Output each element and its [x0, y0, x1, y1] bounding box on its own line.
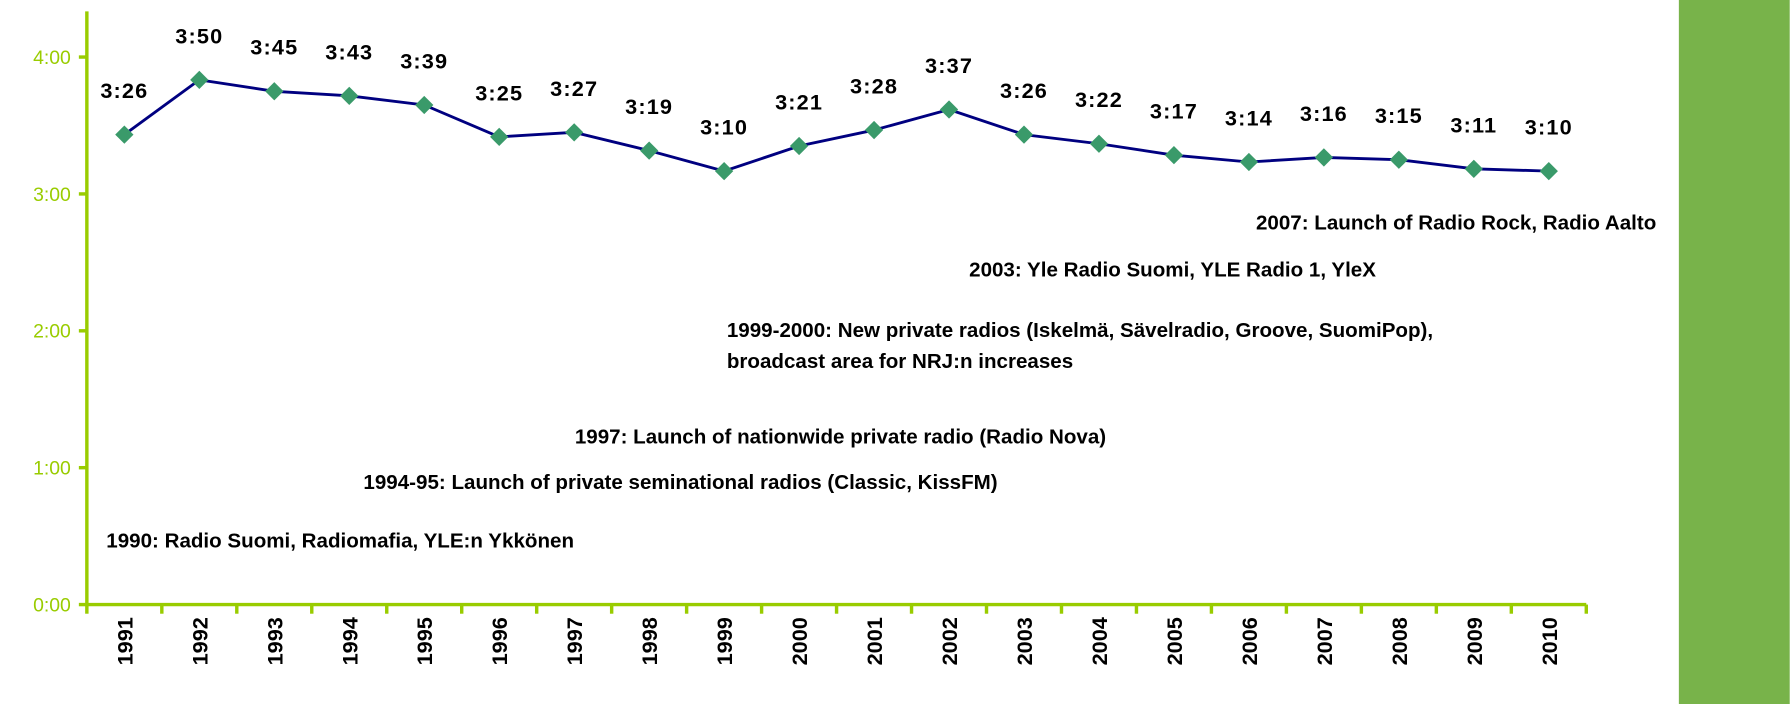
x-tick-label: 2001 [862, 617, 887, 665]
x-tick-label: 1993 [262, 617, 287, 665]
x-tick-label: 1995 [412, 617, 437, 665]
marker [490, 127, 509, 147]
marker [340, 86, 359, 105]
marker [1014, 125, 1034, 144]
value-label: 3:50 [175, 23, 223, 48]
marker [190, 70, 209, 90]
value-label: 3:28 [850, 73, 898, 98]
value-label: 3:25 [475, 80, 523, 105]
x-tick-label: 1997 [562, 617, 587, 665]
series-line [123, 78, 1549, 173]
value-label: 3:15 [1375, 103, 1423, 128]
y-tick-label: 0:00 [33, 594, 71, 616]
marker [1314, 148, 1334, 167]
value-label: 3:39 [400, 48, 448, 73]
x-tick-label: 2007 [1312, 617, 1337, 665]
y-tick-label: 4:00 [33, 47, 71, 69]
marker [115, 125, 134, 144]
marker [714, 161, 734, 181]
x-tick-label: 2003 [1012, 617, 1037, 665]
x-tick-label: 1991 [112, 617, 137, 665]
value-label: 3:26 [100, 78, 148, 103]
marker [640, 141, 659, 160]
value-label: 3:11 [1450, 112, 1497, 137]
y-tick-label: 1:00 [33, 458, 71, 480]
marker [1239, 152, 1259, 172]
y-tick-label: 2:00 [33, 321, 71, 343]
marker [265, 82, 284, 101]
annotation: 1994-95: Launch of private seminational … [363, 471, 997, 494]
value-label: 3:17 [1150, 99, 1198, 124]
annotation: broadcast area for NRJ:n increases [727, 350, 1073, 373]
annotation: 1999-2000: New private radios (Iskelmä, … [727, 319, 1433, 342]
marker [1539, 161, 1558, 181]
x-tick-label: 1992 [187, 617, 212, 665]
marker [789, 136, 809, 156]
x-tick-label: 2002 [937, 617, 962, 665]
marker [565, 123, 584, 142]
x-tick-label: 2000 [787, 617, 812, 665]
marker [415, 95, 434, 115]
marker [1464, 159, 1483, 178]
x-tick-label: 1996 [487, 617, 512, 665]
x-tick-label: 2009 [1462, 617, 1487, 665]
x-tick-label: 2006 [1237, 617, 1262, 665]
x-tick-label: 1999 [712, 617, 737, 665]
value-label: 3:16 [1300, 101, 1348, 126]
marker [1389, 150, 1408, 169]
side-bar [1678, 0, 1790, 704]
annotation: 1997: Launch of nationwide private radio… [575, 425, 1106, 448]
value-label: 3:37 [925, 53, 973, 78]
value-label: 3:21 [775, 89, 823, 114]
x-tick-label: 2008 [1387, 617, 1412, 665]
value-label: 3:14 [1225, 105, 1273, 130]
x-tick-label: 2005 [1162, 617, 1187, 665]
x-tick-label: 2010 [1537, 617, 1562, 665]
y-tick-label: 3:00 [33, 184, 71, 206]
value-label: 3:26 [1000, 78, 1048, 103]
x-tick-label: 2004 [1087, 617, 1112, 665]
annotation: 1990: Radio Suomi, Radiomafia, YLE:n Ykk… [106, 529, 574, 552]
value-label: 3:19 [625, 94, 673, 119]
marker [864, 120, 884, 140]
value-label: 3:22 [1075, 87, 1123, 112]
value-label: 3:27 [550, 76, 598, 101]
value-label: 3:10 [700, 115, 748, 140]
annotation: 2007: Launch of Radio Rock, Radio Aalto [1256, 212, 1656, 235]
marker [1164, 146, 1184, 165]
x-tick-label: 1998 [637, 617, 662, 665]
value-label: 3:45 [250, 35, 298, 60]
x-tick-label: 1994 [337, 617, 362, 665]
marker [1089, 134, 1109, 153]
marker [939, 100, 959, 119]
annotation: 2003: Yle Radio Suomi, YLE Radio 1, YleX [969, 259, 1376, 282]
value-label: 3:43 [325, 39, 373, 64]
value-label: 3:10 [1525, 115, 1573, 140]
